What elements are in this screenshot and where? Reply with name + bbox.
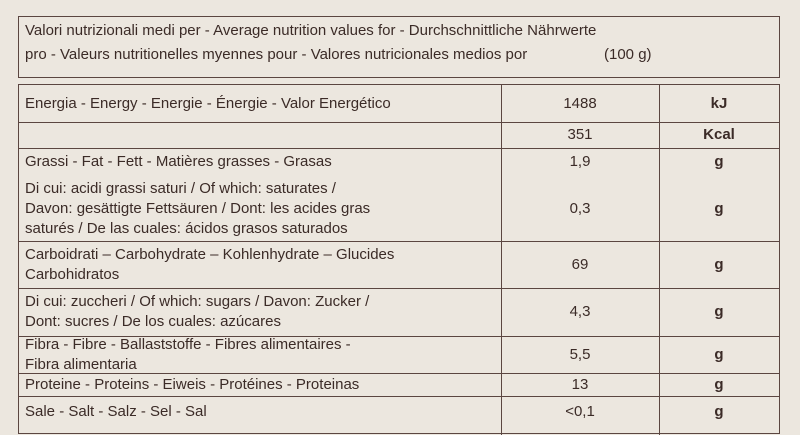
- row-unit: g: [714, 303, 724, 320]
- header-line: (100 g): [604, 46, 652, 63]
- row-value: 5,5: [569, 345, 591, 363]
- row-label: Di cui: acidi grassi saturi / Of which: …: [25, 179, 336, 197]
- header-line: Valori nutrizionali medi per - Average n…: [25, 22, 597, 39]
- row-unit: g: [714, 345, 724, 363]
- row-label: Dont: sucres / De los cuales: azúcares: [25, 313, 281, 330]
- row-label: Fibra - Fibre - Ballaststoffe - Fibres a…: [25, 335, 351, 353]
- row-divider: [19, 396, 779, 397]
- row-value: 0,3: [569, 199, 591, 217]
- header-line: pro - Valeurs nutritionelles myennes pou…: [25, 46, 528, 63]
- row-value: 69: [571, 255, 589, 273]
- row-divider: [19, 122, 779, 123]
- row-value: 1488: [563, 94, 597, 112]
- row-divider: [19, 336, 779, 337]
- row-value: 1,9: [569, 153, 591, 170]
- row-label: Davon: gesättigte Fettsäuren / Dont: les…: [25, 199, 371, 217]
- row-label: Di cui: zuccheri / Of which: sugars / Da…: [25, 293, 370, 310]
- row-unit: g: [714, 375, 724, 393]
- column-divider: [659, 85, 660, 435]
- row-value: <0,1: [565, 402, 595, 420]
- row-label: Sale - Salt - Salz - Sel - Sal: [25, 402, 207, 420]
- row-unit: g: [714, 255, 724, 273]
- row-value: 351: [567, 126, 593, 143]
- column-divider: [501, 85, 502, 435]
- row-label: Grassi - Fat - Fett - Matières grasses -…: [25, 153, 332, 170]
- row-value: 13: [571, 375, 589, 393]
- row-divider: [19, 373, 779, 374]
- row-unit: g: [714, 402, 724, 420]
- row-divider: [19, 288, 779, 289]
- row-label: saturés / De las cuales: ácidos grasos s…: [25, 219, 348, 237]
- row-divider: [19, 241, 779, 242]
- nutrition-table: Energia - Energy - Energie - Énergie - V…: [18, 84, 780, 435]
- row-label: Carboidrati – Carbohydrate – Kohlenhydra…: [25, 245, 395, 263]
- row-unit: Kcal: [703, 126, 735, 143]
- row-label: Fibra alimentaria: [25, 355, 137, 373]
- row-label: Energia - Energy - Energie - Énergie - V…: [25, 94, 391, 112]
- row-label: Proteine - Proteins - Eiweis - Protéines…: [25, 375, 360, 393]
- row-label: Carbohidratos: [25, 265, 120, 283]
- row-unit: kJ: [710, 94, 728, 112]
- row-divider: [19, 148, 779, 149]
- row-unit: g: [714, 199, 724, 217]
- header-box: Valori nutrizionali medi per - Average n…: [18, 16, 780, 78]
- row-value: 4,3: [569, 303, 591, 320]
- row-unit: g: [714, 153, 724, 170]
